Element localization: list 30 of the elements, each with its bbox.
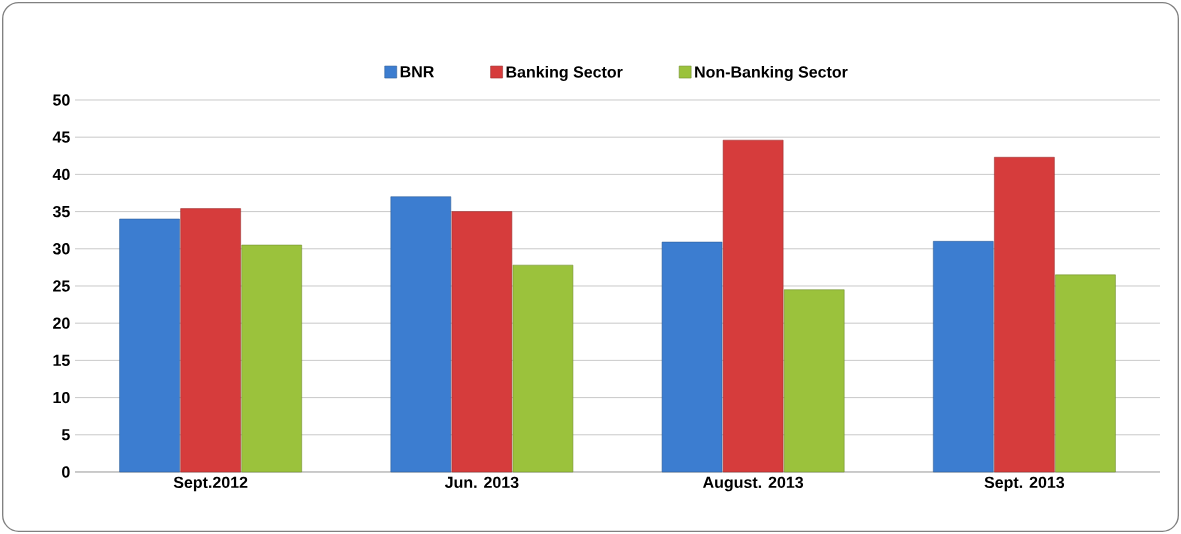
- y-tick-label: 20: [53, 317, 70, 329]
- y-tick-label: 10: [53, 391, 70, 404]
- bar: [512, 264, 574, 473]
- bar: [783, 289, 845, 473]
- bar: [390, 196, 452, 473]
- bar: [241, 244, 302, 473]
- bar: [661, 241, 723, 473]
- legend-label: Non-Banking Sector: [695, 65, 848, 81]
- x-tick-label: Sept.2012: [173, 476, 248, 492]
- bar: [451, 211, 513, 473]
- bar: [1055, 274, 1116, 473]
- y-tick-label: 0: [62, 466, 70, 478]
- y-tick-label: 30: [52, 243, 70, 255]
- bar: [994, 157, 1055, 473]
- x-tick-label: Jun. 2013: [444, 476, 519, 489]
- bar: [933, 241, 994, 473]
- bar: [119, 218, 180, 473]
- y-tick-label: 25: [53, 280, 70, 292]
- y-tick-label: 40: [52, 168, 70, 181]
- bar: [722, 139, 784, 473]
- y-tick-label: 45: [52, 131, 70, 143]
- y-tick-label: 15: [53, 354, 70, 366]
- bar: [180, 208, 241, 473]
- y-tick-label: 35: [52, 205, 70, 218]
- y-tick-label: 50: [53, 94, 70, 106]
- legend-label: Banking Sector: [506, 65, 623, 81]
- x-tick-label: Sept. 2013: [984, 476, 1065, 492]
- y-tick-label: 5: [61, 429, 70, 441]
- x-tick-label: August. 2013: [702, 476, 804, 492]
- legend-label: BNR: [400, 66, 434, 78]
